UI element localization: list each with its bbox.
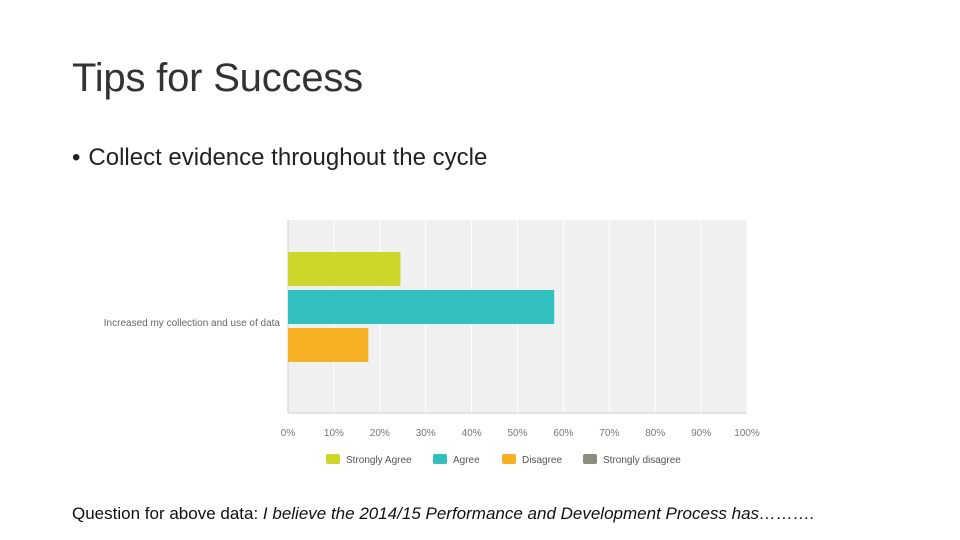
x-tick-label: 40% bbox=[462, 428, 482, 439]
x-tick-label: 80% bbox=[645, 428, 665, 439]
slide-title: Tips for Success bbox=[72, 56, 363, 100]
x-tick-label: 100% bbox=[734, 428, 760, 439]
chart-caption: Question for above data: I believe the 2… bbox=[72, 504, 815, 524]
legend-label: Strongly disagree bbox=[603, 455, 681, 466]
caption-question: I believe the 2014/15 Performance and De… bbox=[262, 504, 815, 523]
bullet-text: Collect evidence throughout the cycle bbox=[88, 144, 488, 171]
x-tick-label: 50% bbox=[507, 428, 527, 439]
bar-disagree bbox=[288, 328, 369, 362]
bar-strongly-agree bbox=[288, 252, 401, 286]
category-label: Increased my collection and use of data bbox=[104, 318, 281, 329]
x-tick-label: 90% bbox=[691, 428, 711, 439]
x-tick-label: 0% bbox=[281, 428, 296, 439]
x-tick-label: 60% bbox=[553, 428, 573, 439]
legend-swatch bbox=[433, 454, 447, 464]
caption-prefix: Question for above data: bbox=[72, 504, 259, 523]
legend-label: Agree bbox=[453, 455, 480, 466]
bullet-item: • Collect evidence throughout the cycle bbox=[72, 144, 487, 172]
x-tick-label: 70% bbox=[599, 428, 619, 439]
x-tick-label: 30% bbox=[416, 428, 436, 439]
x-tick-label: 10% bbox=[324, 428, 344, 439]
legend-swatch bbox=[583, 454, 597, 464]
legend-swatch bbox=[502, 454, 516, 464]
legend-label: Disagree bbox=[522, 455, 562, 466]
legend-label: Strongly Agree bbox=[346, 455, 412, 466]
bullet-dot-icon: • bbox=[72, 144, 81, 171]
bar-agree bbox=[288, 290, 555, 324]
legend-swatch bbox=[326, 454, 340, 464]
x-tick-label: 20% bbox=[370, 428, 390, 439]
